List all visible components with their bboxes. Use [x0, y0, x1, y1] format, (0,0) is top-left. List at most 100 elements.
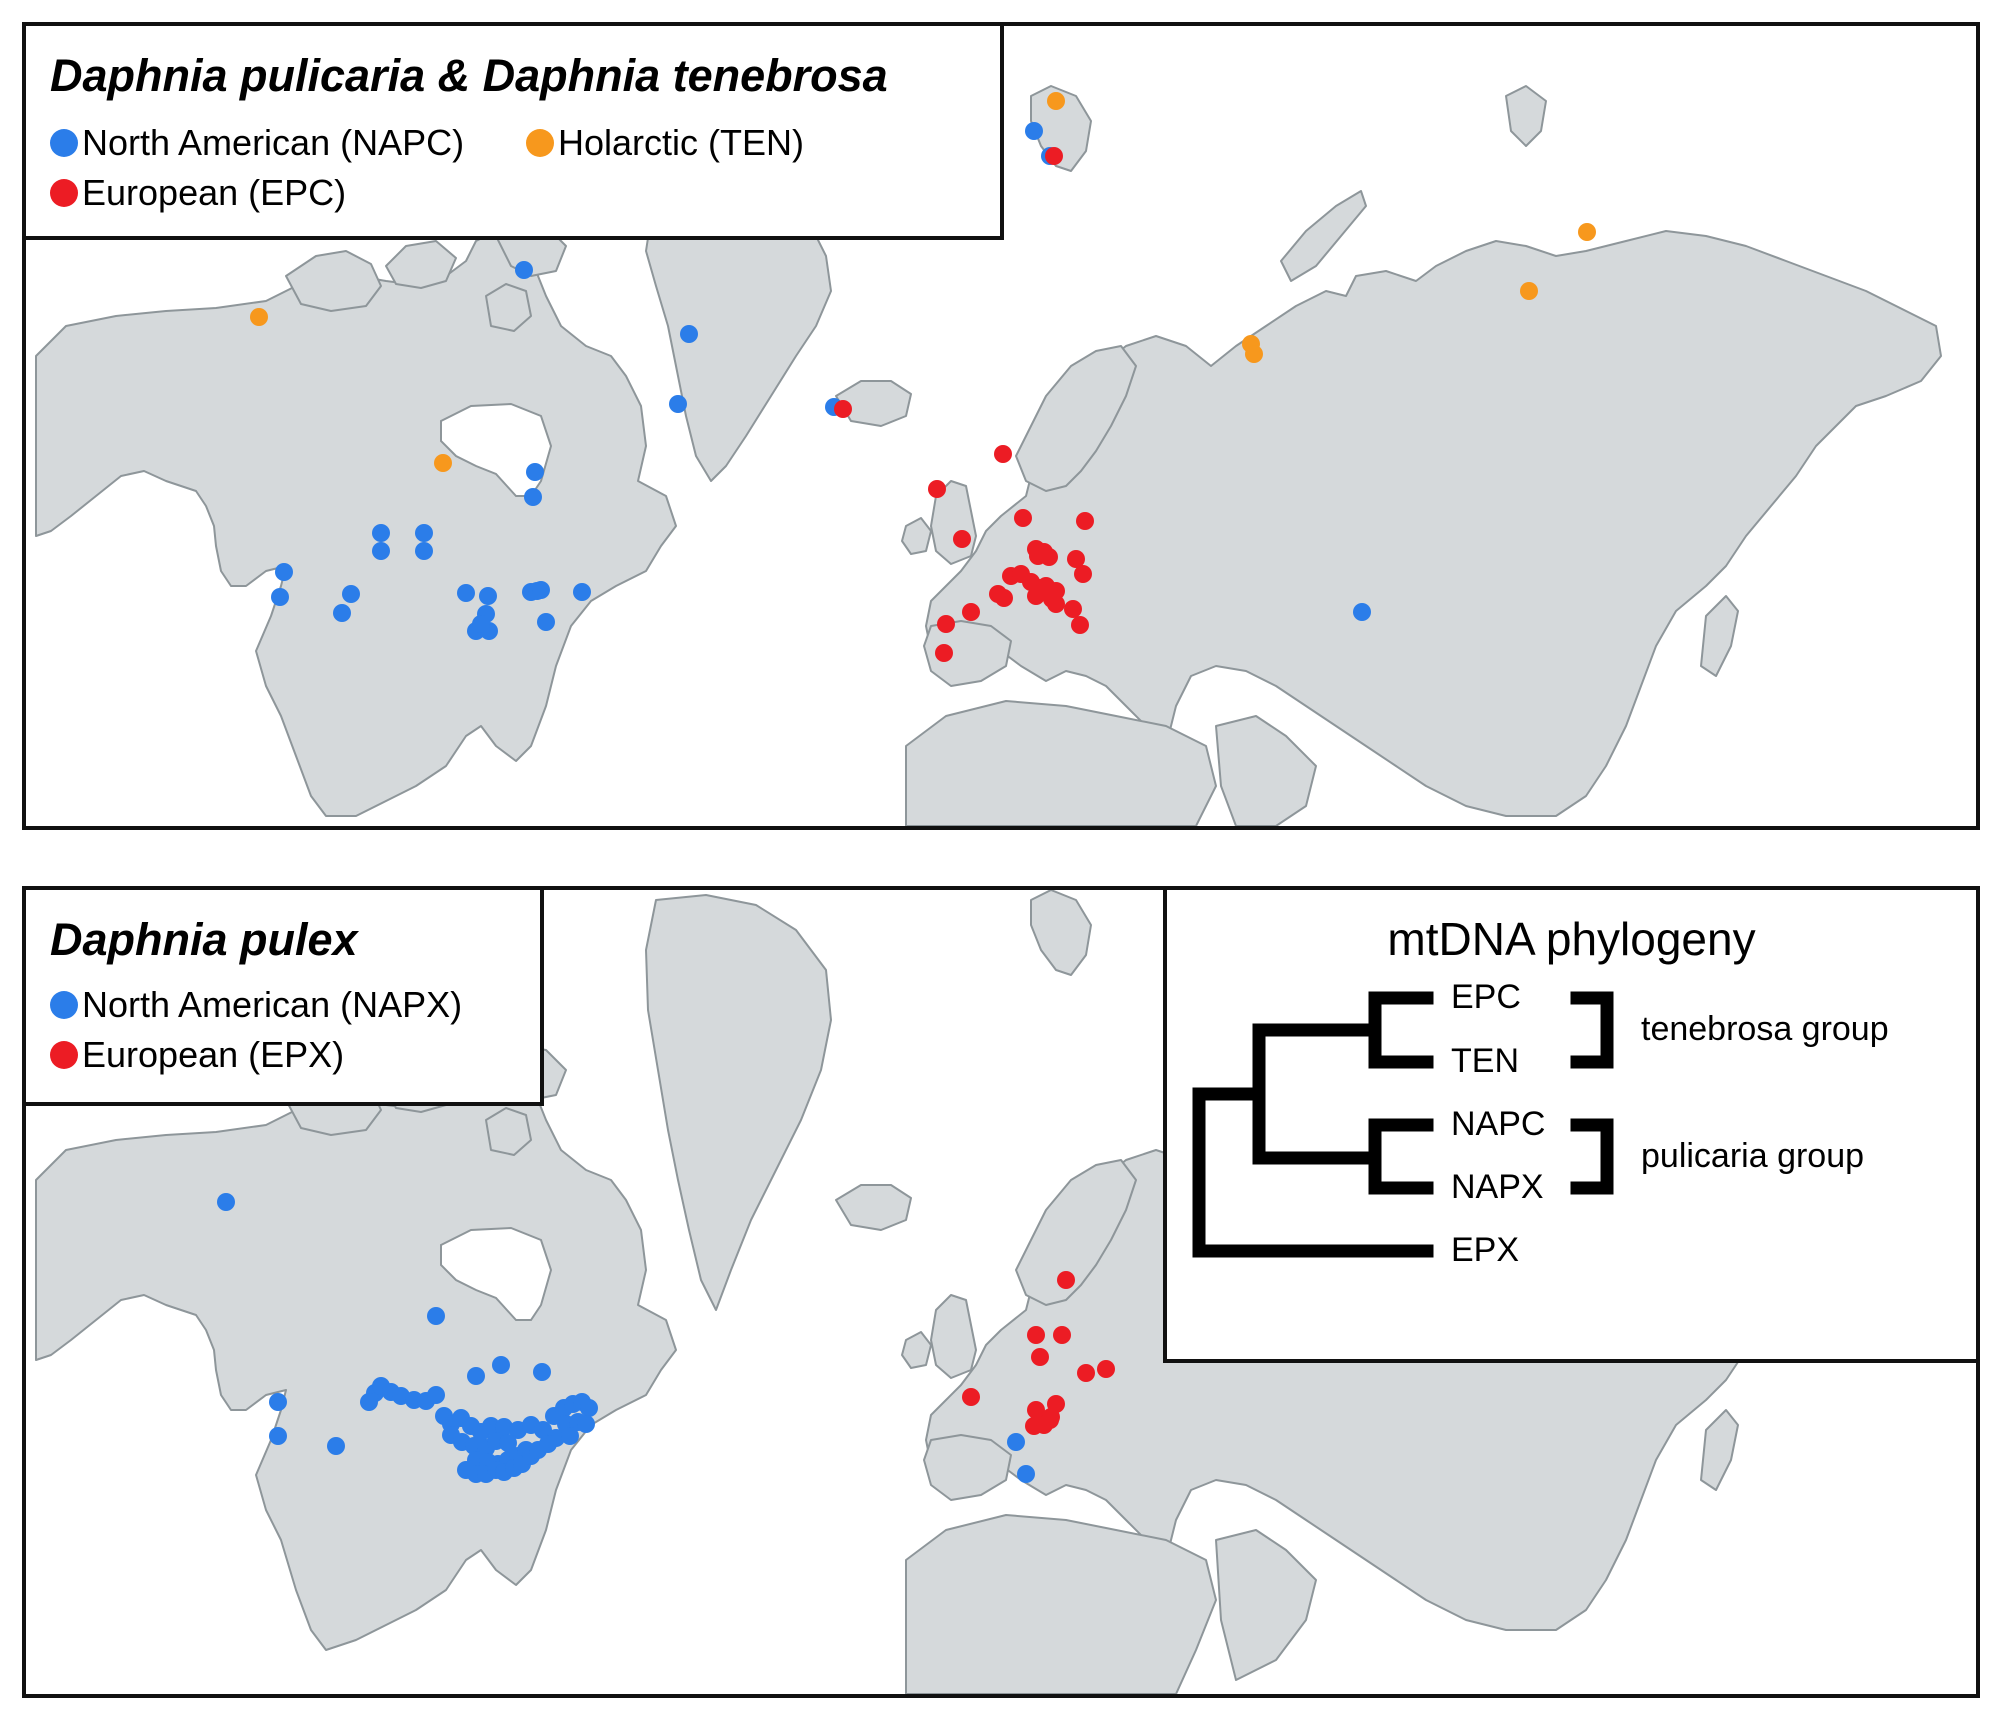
legend-entry-epx: European (EPX)	[50, 1034, 344, 1076]
bracket-pulicaria	[1570, 1118, 1614, 1195]
branch-napc-napx	[1368, 1118, 1434, 1195]
tip-label-epx: EPX	[1451, 1231, 1520, 1269]
top-site-marker	[526, 463, 544, 481]
eurasia-landmass	[925, 230, 1942, 817]
top-site-marker	[1520, 282, 1538, 300]
bottom-site-marker	[499, 1434, 517, 1452]
novaya-zemlya-landmass	[1280, 190, 1367, 282]
top-site-marker	[515, 261, 533, 279]
top-site-marker	[669, 395, 687, 413]
top-site-marker	[457, 584, 475, 602]
bottom-site-marker	[1017, 1465, 1035, 1483]
top-site-marker	[333, 604, 351, 622]
north-america-landmass	[35, 230, 677, 817]
top-site-marker	[1245, 345, 1263, 363]
legend-dot-blue	[50, 129, 78, 157]
hudson-bay	[440, 1226, 553, 1321]
arabia-landmass	[1215, 715, 1317, 826]
arctic-archipelago	[285, 220, 567, 332]
bottom-site-marker	[1047, 1395, 1065, 1413]
top-site-marker	[573, 583, 591, 601]
branch-epc-ten	[1368, 991, 1434, 1069]
top-site-marker	[1067, 550, 1085, 568]
map-panel-pulex: Daphnia pulex North American (NAPX) Euro…	[22, 886, 1980, 1698]
top-site-marker	[271, 588, 289, 606]
bottom-site-marker	[533, 1363, 551, 1381]
top-site-marker	[928, 480, 946, 498]
legend-dot-red	[50, 179, 78, 207]
bottom-site-marker	[269, 1393, 287, 1411]
tip-label-napc: NAPC	[1451, 1105, 1546, 1143]
bottom-site-marker	[482, 1417, 500, 1435]
top-site-marker	[995, 589, 1013, 607]
africa-landmass	[905, 1514, 1217, 1694]
legend-bottom: Daphnia pulex North American (NAPX) Euro…	[26, 890, 544, 1106]
top-site-marker	[834, 400, 852, 418]
arabia-landmass	[1215, 1529, 1317, 1681]
legend-label-napc: North American (NAPC)	[82, 122, 465, 163]
bottom-site-marker	[360, 1393, 378, 1411]
sampling-sites-top	[250, 92, 1596, 662]
top-site-marker	[1027, 587, 1045, 605]
africa-landmass	[905, 700, 1217, 826]
legend-entry-napc: North American (NAPC)	[50, 122, 464, 164]
top-site-marker	[1074, 565, 1092, 583]
bottom-site-marker	[1097, 1360, 1115, 1378]
top-site-marker	[994, 445, 1012, 463]
bottom-site-marker	[427, 1307, 445, 1325]
top-site-marker	[1064, 600, 1082, 618]
top-site-marker	[372, 524, 390, 542]
bottom-site-marker	[577, 1415, 595, 1433]
top-site-marker	[1353, 603, 1371, 621]
bottom-site-marker	[534, 1421, 552, 1439]
bottom-site-marker	[1027, 1326, 1045, 1344]
top-site-marker	[342, 585, 360, 603]
phylogeny-tree	[1192, 991, 1614, 1258]
top-site-marker	[1029, 547, 1047, 565]
top-site-marker	[372, 542, 390, 560]
legend-dot-red	[50, 1041, 78, 1069]
scandinavia-landmass	[1015, 345, 1137, 492]
bottom-site-marker	[962, 1388, 980, 1406]
tip-label-epc: EPC	[1451, 978, 1521, 1016]
scandinavia-landmass	[1015, 1159, 1137, 1306]
bottom-site-marker	[539, 1435, 557, 1453]
legend-dot-blue	[50, 991, 78, 1019]
bottom-site-marker	[1027, 1401, 1045, 1419]
top-site-marker	[937, 615, 955, 633]
top-site-marker	[935, 644, 953, 662]
tip-label-ten: TEN	[1451, 1042, 1519, 1080]
top-site-marker	[532, 581, 550, 599]
japan-landmass	[1700, 595, 1739, 677]
map-panel-pulicaria-tenebrosa: Daphnia pulicaria & Daphnia tenebrosa No…	[22, 22, 1980, 830]
top-site-marker	[250, 308, 268, 326]
bottom-site-marker	[561, 1427, 579, 1445]
bottom-site-marker	[492, 1356, 510, 1374]
top-site-marker	[680, 325, 698, 343]
bottom-site-marker	[580, 1399, 598, 1417]
iberia-landmass	[923, 1434, 1012, 1501]
bottom-site-marker	[1077, 1364, 1095, 1382]
legend-title-bottom: Daphnia pulex	[50, 914, 358, 965]
bracket-tenebrosa	[1570, 991, 1614, 1069]
top-site-marker	[434, 454, 452, 472]
iceland-landmass	[835, 380, 912, 427]
legend-label-ten: Holarctic (TEN)	[558, 122, 805, 163]
legend-entry-napx: North American (NAPX)	[50, 984, 462, 1026]
legend-top: Daphnia pulicaria & Daphnia tenebrosa No…	[26, 26, 1004, 240]
tip-label-napx: NAPX	[1451, 1168, 1544, 1206]
top-site-marker	[1076, 512, 1094, 530]
japan-landmass	[1700, 1409, 1739, 1491]
top-site-marker	[1047, 92, 1065, 110]
top-site-marker	[962, 603, 980, 621]
top-site-marker	[524, 488, 542, 506]
bottom-site-marker	[1057, 1271, 1075, 1289]
bottom-site-marker	[1041, 1411, 1059, 1429]
bottom-site-marker	[1031, 1348, 1049, 1366]
top-site-marker	[472, 615, 490, 633]
greenland-landmass	[645, 894, 832, 1311]
bottom-site-marker	[1053, 1326, 1071, 1344]
north-america-landmass	[35, 1054, 677, 1651]
bottom-site-marker	[217, 1193, 235, 1211]
branch-root-epx	[1192, 1087, 1434, 1258]
